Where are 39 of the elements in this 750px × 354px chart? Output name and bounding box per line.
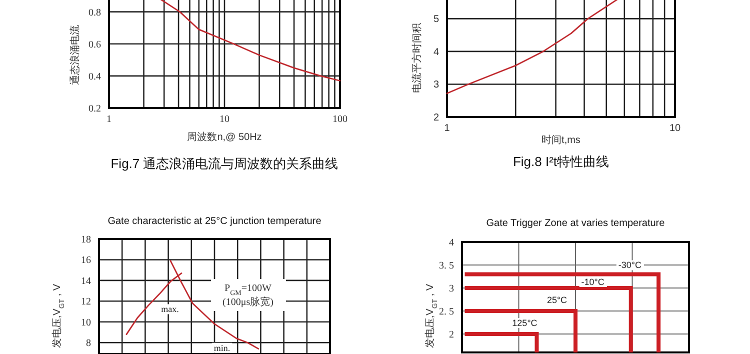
x-axis-title: 时间t,ms <box>542 134 580 146</box>
y-tick-label: 4 <box>449 238 454 248</box>
y-tick-label: 0.2 <box>88 104 101 114</box>
y-tick-label: 2 <box>449 330 454 340</box>
chart-title: Gate Trigger Zone at varies temperature <box>486 218 666 229</box>
y-tick-label: 12 <box>81 296 91 308</box>
x-tick-label: 1 <box>444 123 450 134</box>
y-tick-label: 0.8 <box>88 7 101 18</box>
series-label: min. <box>214 342 230 353</box>
y-axis-title: 通态浪涌电流 <box>69 25 81 85</box>
chart-title: Gate characteristic at 25°C junction temperature <box>108 216 322 227</box>
text: Fig.7 通态浪涌电流与周波数的关系曲线 <box>110 156 338 171</box>
y-tick-label: 14 <box>81 276 91 287</box>
y-tick-label: 3 <box>449 284 454 294</box>
y-tick-label: 10 <box>81 317 91 328</box>
y-tick-label: 0.4 <box>88 71 101 82</box>
y-tick-label: 4 <box>433 46 440 58</box>
series-label: -10°C <box>581 277 605 287</box>
y-tick-label: 3 <box>433 80 440 91</box>
y-tick-label: 18 <box>81 234 91 246</box>
annotation: (100μs脉宽) <box>222 296 274 308</box>
series-label: max. <box>161 304 179 314</box>
text: Fig.8 I²t特性曲线 <box>512 154 610 169</box>
y-tick-label: 2 <box>433 112 440 124</box>
x-tick-label: 1 <box>106 114 112 125</box>
y-axis-title: 电流平方时间积 <box>411 23 423 93</box>
y-tick-label: 8 <box>86 338 91 350</box>
series-label: -30°C <box>618 260 642 270</box>
x-axis-title: 周波数n,@ 50Hz <box>187 131 262 143</box>
y-tick-label: 3. 5 <box>439 260 454 272</box>
y-tick-label: 2. 5 <box>439 306 454 318</box>
x-tick-label: 100 <box>332 114 348 125</box>
y-tick-label: 0.6 <box>88 39 101 50</box>
y-tick-label: 16 <box>81 255 91 266</box>
x-tick-label: 10 <box>220 114 230 125</box>
annotation: P$_{GM}$=100W <box>224 283 272 297</box>
y-tick-label: 5 <box>433 14 440 26</box>
series-label: 25°C <box>546 295 568 305</box>
series-label: 125°C <box>512 318 538 328</box>
